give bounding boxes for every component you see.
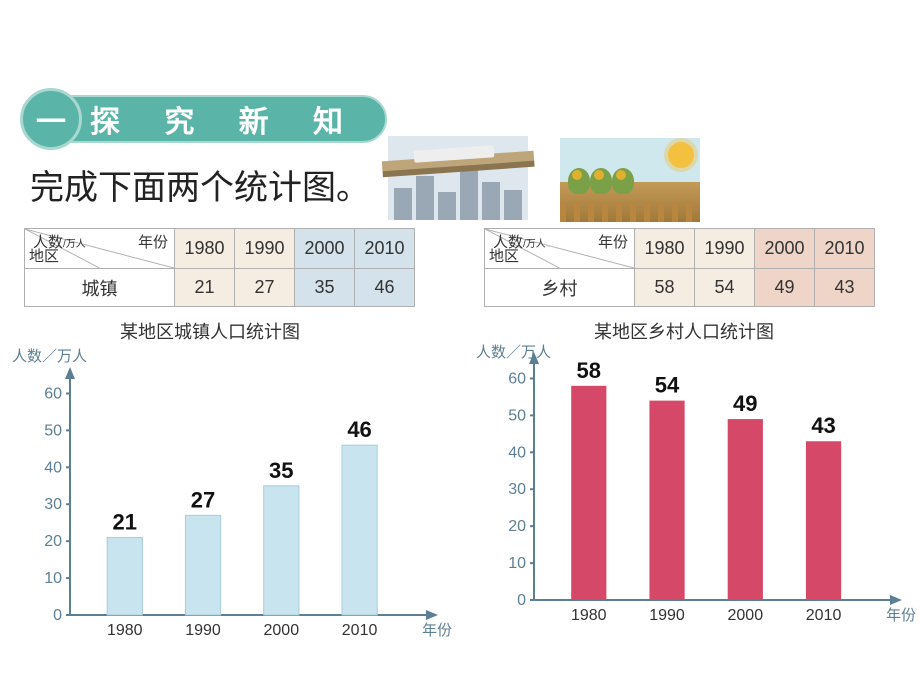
svg-text:1990: 1990: [185, 622, 221, 639]
svg-text:0: 0: [53, 607, 62, 624]
rural-data-table: 人数/万人 年份 地区 1980 1990 2000 2010 乡村 58 54…: [484, 228, 875, 307]
urban-bar-chart: 0102030405060211980271990352000462010年份: [30, 365, 440, 645]
svg-text:58: 58: [577, 358, 601, 383]
data-cell: 21: [175, 269, 235, 307]
row-label-urban: 城镇: [25, 269, 175, 307]
year-cell: 2000: [295, 229, 355, 269]
year-cell: 1990: [235, 229, 295, 269]
svg-text:49: 49: [733, 391, 757, 416]
svg-text:年份: 年份: [886, 607, 916, 624]
urban-data-table: 人数/万人 年份 地区 1980 1990 2000 2010 城镇 21 27…: [24, 228, 415, 307]
svg-text:20: 20: [508, 518, 526, 535]
rural-bar-chart: 0102030405060581980541990492000432010年份: [494, 350, 904, 630]
year-cell: 1990: [695, 229, 755, 269]
urban-y-axis-label: 人数／万人: [12, 345, 87, 366]
page-subtitle: 完成下面两个统计图。: [30, 160, 370, 209]
table-header-unit: /万人: [523, 239, 546, 250]
row-label-rural: 乡村: [485, 269, 635, 307]
svg-text:20: 20: [44, 533, 62, 550]
svg-text:50: 50: [44, 422, 62, 439]
year-cell: 2000: [755, 229, 815, 269]
table-header-region: 地区: [29, 245, 59, 266]
svg-text:年份: 年份: [422, 622, 452, 639]
svg-text:2010: 2010: [342, 622, 378, 639]
svg-text:40: 40: [508, 444, 526, 461]
svg-text:35: 35: [269, 458, 293, 483]
rural-chart-title: 某地区乡村人口统计图: [594, 318, 774, 344]
table-header-region: 地区: [489, 245, 519, 266]
urban-chart-title: 某地区城镇人口统计图: [120, 318, 300, 344]
svg-text:27: 27: [191, 487, 215, 512]
badge-title: 探 究 新 知: [42, 95, 387, 143]
svg-text:43: 43: [811, 413, 835, 438]
svg-text:46: 46: [347, 417, 371, 442]
svg-text:1980: 1980: [107, 622, 143, 639]
svg-text:1990: 1990: [649, 607, 685, 624]
svg-text:2010: 2010: [806, 607, 842, 624]
svg-text:40: 40: [44, 459, 62, 476]
data-cell: 46: [355, 269, 415, 307]
year-cell: 2010: [355, 229, 415, 269]
svg-text:2000: 2000: [728, 607, 764, 624]
year-cell: 1980: [635, 229, 695, 269]
data-cell: 49: [755, 269, 815, 307]
badge-circle: 一: [20, 88, 82, 150]
svg-text:54: 54: [655, 373, 680, 398]
section-badge: 一 探 究 新 知: [20, 88, 387, 150]
table-header-year: 年份: [598, 231, 628, 252]
svg-text:60: 60: [44, 385, 62, 402]
svg-text:10: 10: [508, 555, 526, 572]
svg-text:10: 10: [44, 570, 62, 587]
svg-text:50: 50: [508, 407, 526, 424]
svg-text:60: 60: [508, 370, 526, 387]
year-cell: 2010: [815, 229, 875, 269]
data-cell: 35: [295, 269, 355, 307]
svg-text:30: 30: [508, 481, 526, 498]
year-cell: 1980: [175, 229, 235, 269]
city-illustration: [388, 136, 528, 220]
data-cell: 43: [815, 269, 875, 307]
countryside-illustration: [560, 138, 700, 222]
svg-text:2000: 2000: [264, 622, 300, 639]
table-header-unit: /万人: [63, 239, 86, 250]
svg-text:21: 21: [113, 509, 137, 534]
svg-text:0: 0: [517, 592, 526, 609]
data-cell: 58: [635, 269, 695, 307]
table-header-year: 年份: [138, 231, 168, 252]
svg-text:1980: 1980: [571, 607, 607, 624]
data-cell: 27: [235, 269, 295, 307]
badge-number: 一: [36, 97, 66, 141]
svg-text:30: 30: [44, 496, 62, 513]
data-cell: 54: [695, 269, 755, 307]
